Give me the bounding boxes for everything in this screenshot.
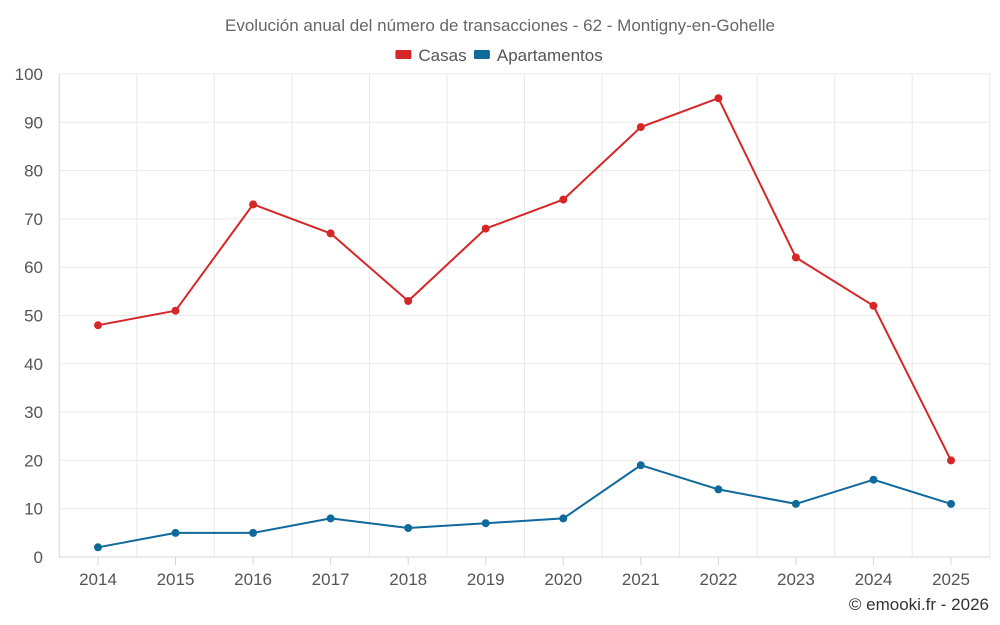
x-tick-label: 2022 (699, 570, 737, 589)
y-tick-label: 0 (34, 548, 43, 567)
data-point[interactable] (869, 301, 878, 310)
legend-swatch (395, 50, 412, 59)
x-tick-label: 2014 (79, 570, 117, 589)
legend: Casas Apartamentos (395, 46, 603, 65)
y-tick-label: 100 (15, 65, 43, 84)
data-point[interactable] (249, 200, 258, 209)
y-axis: 0 10 20 30 40 50 60 70 80 90 100 (15, 65, 43, 567)
data-point[interactable] (326, 514, 335, 523)
x-tick-label: 2021 (622, 570, 660, 589)
data-point[interactable] (404, 297, 413, 305)
y-tick-label: 10 (24, 500, 43, 519)
data-point[interactable] (404, 524, 413, 532)
data-point[interactable] (249, 528, 258, 537)
x-tick-label: 2017 (312, 570, 350, 589)
y-tick-label: 80 (24, 162, 43, 181)
data-point[interactable] (94, 321, 102, 330)
data-point[interactable] (636, 123, 645, 132)
data-point[interactable] (714, 94, 723, 103)
series-line (97, 97, 952, 462)
data-point[interactable] (559, 514, 568, 523)
horizontal-gridlines (59, 73, 990, 558)
x-tick-label: 2023 (777, 570, 815, 589)
x-tick-label: 2015 (157, 570, 195, 589)
data-point[interactable] (171, 528, 180, 537)
data-point[interactable] (636, 461, 645, 470)
legend-swatch (473, 50, 490, 59)
data-point[interactable] (947, 499, 955, 508)
data-point[interactable] (94, 543, 102, 552)
y-tick-label: 30 (24, 403, 43, 422)
data-point[interactable] (481, 519, 490, 528)
series-layer (94, 94, 955, 552)
x-tick-label: 2016 (234, 570, 272, 589)
data-point[interactable] (791, 499, 800, 508)
y-tick-label: 20 (24, 451, 43, 470)
data-point[interactable] (947, 456, 955, 465)
series-line (97, 464, 952, 549)
x-tick-label: 2019 (467, 570, 505, 589)
x-tick-label: 2018 (389, 570, 427, 589)
y-tick-label: 50 (24, 307, 43, 326)
legend-item-apartamentos[interactable]: Apartamentos (473, 46, 603, 65)
x-axis: 2014 2015 2016 2017 2018 2019 2020 2021 2022 2023… (79, 557, 970, 589)
data-point[interactable] (326, 229, 335, 238)
credit-text: © emooki.fr - 2026 (849, 595, 989, 614)
y-tick-label: 60 (24, 258, 43, 277)
series-apartamentos (94, 461, 955, 552)
x-tick-label: 2024 (855, 570, 893, 589)
y-tick-label: 90 (24, 113, 43, 132)
series-casas (94, 94, 955, 465)
data-point[interactable] (481, 224, 490, 233)
data-point[interactable] (171, 306, 180, 315)
y-tick-label: 70 (24, 210, 43, 229)
legend-item-casas[interactable]: Casas (395, 46, 467, 65)
data-point[interactable] (791, 253, 800, 262)
y-tick-label: 40 (24, 355, 43, 374)
x-tick-label: 2020 (544, 570, 582, 589)
legend-label: Casas (418, 46, 466, 65)
data-point[interactable] (714, 485, 723, 494)
x-tick-label: 2025 (932, 570, 970, 589)
data-point[interactable] (869, 475, 878, 484)
data-point[interactable] (559, 195, 568, 204)
chart-title: Evolución anual del número de transaccio… (225, 16, 775, 35)
legend-label: Apartamentos (497, 46, 603, 65)
